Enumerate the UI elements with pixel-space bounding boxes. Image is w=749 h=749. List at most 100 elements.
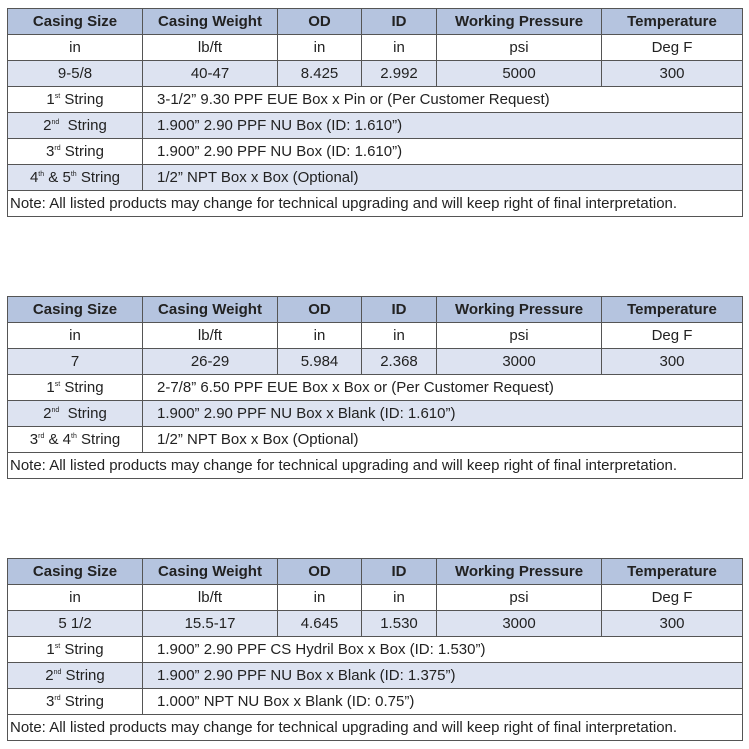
units-row: in lb/ft in in psi Deg F — [7, 322, 743, 349]
header-cell: Temperature — [601, 8, 743, 35]
string-row: 3rd String 1.000” NPT NU Box x Blank (ID:… — [7, 688, 743, 715]
units-row: in lb/ft in in psi Deg F — [7, 34, 743, 61]
label-text: String — [60, 641, 104, 658]
string-label: 2nd String — [7, 662, 143, 689]
unit-cell: Deg F — [601, 34, 743, 61]
header-cell: Casing Size — [7, 558, 143, 585]
value-cell: 300 — [601, 60, 743, 87]
string-label: 2nd String — [7, 400, 143, 427]
note-text: Note: All listed products may change for… — [7, 190, 743, 217]
ordinal-suffix: th — [71, 433, 77, 440]
unit-cell: in — [361, 322, 437, 349]
label-text: 1 — [46, 641, 55, 658]
ordinal-suffix: th — [70, 171, 77, 178]
spec-table-3: Casing Size Casing Weight OD ID Working Pres… — [7, 558, 743, 741]
header-cell: OD — [277, 296, 362, 323]
value-cell: 5 1/2 — [7, 610, 143, 637]
unit-cell: lb/ft — [142, 322, 278, 349]
header-cell: Casing Weight — [142, 8, 278, 35]
header-cell: Working Pressure — [436, 8, 602, 35]
label-text: 2 — [45, 667, 54, 684]
label-text: 1 — [46, 379, 55, 396]
ordinal-suffix: nd — [51, 407, 60, 414]
string-row: 3rd String 1.900” 2.90 PPF NU Box (ID: 1.… — [7, 138, 743, 165]
unit-cell: in — [361, 34, 437, 61]
ordinal-suffix: rd — [54, 145, 61, 152]
label-text: 1 — [46, 91, 55, 108]
unit-cell: in — [7, 34, 143, 61]
ordinal-suffix: nd — [53, 669, 62, 676]
string-row: 2nd String 1.900” 2.90 PPF NU Box x Blank… — [7, 662, 743, 689]
string-label: 1st String — [7, 374, 143, 401]
value-cell: 2.368 — [361, 348, 437, 375]
string-description: 1/2” NPT Box x Box (Optional) — [142, 164, 743, 191]
label-text: 4 — [29, 169, 39, 186]
string-row: 3rd & 4th String 1/2” NPT Box x Box (Opti… — [7, 426, 743, 453]
unit-cell: in — [277, 584, 362, 611]
unit-cell: Deg F — [601, 584, 743, 611]
value-cell: 8.425 — [277, 60, 362, 87]
string-label: 3rd & 4th String — [7, 426, 143, 453]
header-cell: Temperature — [601, 296, 743, 323]
note-row: Note: All listed products may change for… — [7, 190, 743, 217]
label-text: String — [60, 91, 104, 108]
string-description: 2-7/8” 6.50 PPF EUE Box x Box or (Per Cu… — [142, 374, 743, 401]
header-cell: Working Pressure — [436, 558, 602, 585]
header-cell: OD — [277, 558, 362, 585]
string-row: 4th & 5th String 1/2” NPT Box x Box (Opti… — [7, 164, 743, 191]
unit-cell: in — [277, 322, 362, 349]
unit-cell: Deg F — [601, 322, 743, 349]
label-text: String — [61, 667, 105, 684]
spec-table-2: Casing Size Casing Weight OD ID Working Pres… — [7, 296, 743, 479]
unit-cell: in — [277, 34, 362, 61]
header-cell: ID — [361, 8, 437, 35]
ordinal-suffix: rd — [38, 433, 45, 440]
value-cell: 300 — [601, 610, 743, 637]
spec-table-1: Casing Size Casing Weight OD ID Working Pres… — [7, 8, 743, 217]
string-description: 1.900” 2.90 PPF NU Box (ID: 1.610”) — [142, 112, 743, 139]
label-text: String — [59, 405, 107, 422]
ordinal-suffix: st — [54, 643, 61, 650]
value-cell: 3000 — [436, 348, 602, 375]
header-cell: Temperature — [601, 558, 743, 585]
label-text: & 4 — [44, 431, 72, 448]
value-cell: 1.530 — [361, 610, 437, 637]
string-description: 1.900” 2.90 PPF NU Box x Blank (ID: 1.37… — [142, 662, 743, 689]
label-text: & 5 — [44, 169, 71, 186]
unit-cell: psi — [436, 584, 602, 611]
values-row: 5 1/2 15.5-17 4.645 1.530 3000 300 — [7, 610, 743, 637]
label-text: 3 — [29, 431, 39, 448]
string-label: 3rd String — [7, 688, 143, 715]
label-text: 2 — [43, 117, 52, 134]
value-cell: 40-47 — [142, 60, 278, 87]
ordinal-suffix: th — [38, 171, 45, 178]
header-row: Casing Size Casing Weight OD ID Working Pres… — [7, 296, 743, 323]
string-row: 1st String 1.900” 2.90 PPF CS Hydril Box … — [7, 636, 743, 663]
unit-cell: lb/ft — [142, 34, 278, 61]
value-cell: 15.5-17 — [142, 610, 278, 637]
values-row: 7 26-29 5.984 2.368 3000 300 — [7, 348, 743, 375]
unit-cell: in — [7, 322, 143, 349]
value-cell: 3000 — [436, 610, 602, 637]
header-cell: ID — [361, 296, 437, 323]
string-label: 4th & 5th String — [7, 164, 143, 191]
header-cell: Casing Weight — [142, 558, 278, 585]
string-label: 1st String — [7, 86, 143, 113]
string-description: 1.900” 2.90 PPF NU Box (ID: 1.610”) — [142, 138, 743, 165]
label-text: 3 — [46, 143, 55, 160]
note-text: Note: All listed products may change for… — [7, 452, 743, 479]
value-cell: 2.992 — [361, 60, 437, 87]
label-text: String — [76, 169, 121, 186]
unit-cell: psi — [436, 322, 602, 349]
unit-cell: in — [361, 584, 437, 611]
value-cell: 5.984 — [277, 348, 362, 375]
label-text: 2 — [43, 405, 52, 422]
label-text: String — [59, 117, 107, 134]
value-cell: 26-29 — [142, 348, 278, 375]
string-label: 2nd String — [7, 112, 143, 139]
ordinal-suffix: st — [54, 93, 61, 100]
header-cell: ID — [361, 558, 437, 585]
string-label: 3rd String — [7, 138, 143, 165]
unit-cell: lb/ft — [142, 584, 278, 611]
header-cell: OD — [277, 8, 362, 35]
